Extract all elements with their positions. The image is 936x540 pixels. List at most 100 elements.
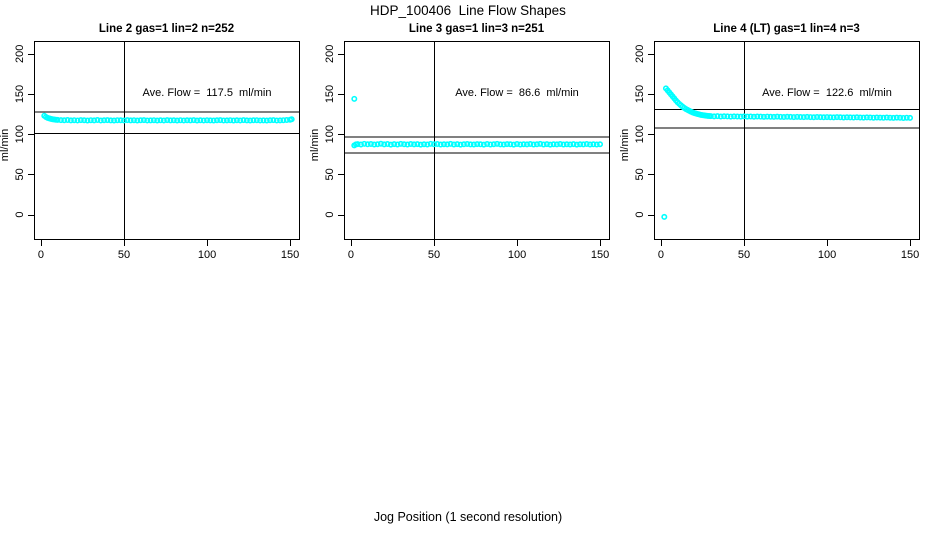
data-point xyxy=(164,117,171,124)
data-point xyxy=(727,113,734,120)
y-tick-label: 50 xyxy=(634,168,646,180)
panel-3-ave-flow-annotation: Ave. Flow = 122.6 ml/min xyxy=(762,87,892,99)
data-point xyxy=(150,117,157,124)
x-tick-label: 0 xyxy=(348,249,354,261)
data-point xyxy=(253,117,260,124)
data-point xyxy=(233,117,240,124)
data-point xyxy=(270,117,277,124)
data-point xyxy=(217,117,224,124)
data-point xyxy=(177,117,184,124)
data-point xyxy=(661,213,668,220)
y-tick-label: 200 xyxy=(634,45,646,63)
data-point xyxy=(74,117,81,124)
data-point xyxy=(847,114,854,121)
data-point xyxy=(890,114,897,121)
plot-box xyxy=(654,41,920,240)
data-point xyxy=(587,141,594,148)
x-axis-ticks: 0 50 100 150 xyxy=(658,240,919,261)
panel-3-plot: 0 50 100 150 0 50 100 150 200 ml/min xyxy=(619,41,920,261)
data-point xyxy=(263,117,270,124)
data-point xyxy=(737,113,744,120)
data-point xyxy=(711,113,718,120)
data-point xyxy=(764,113,771,120)
data-point xyxy=(260,117,267,124)
data-point xyxy=(487,141,494,148)
data-point xyxy=(593,141,600,148)
data-point xyxy=(237,117,244,124)
data-point xyxy=(257,117,264,124)
y-tick-label: 150 xyxy=(634,85,646,103)
data-point xyxy=(277,117,284,124)
data-point xyxy=(267,117,274,124)
data-point xyxy=(850,114,857,121)
data-point xyxy=(520,141,527,148)
data-point xyxy=(460,141,467,148)
data-point xyxy=(893,114,900,121)
y-axis-ticks: 0 50 100 150 200 xyxy=(634,45,654,218)
data-point xyxy=(860,114,867,121)
data-point xyxy=(411,141,418,148)
data-point xyxy=(877,114,884,121)
data-point xyxy=(570,141,577,148)
data-point xyxy=(543,141,550,148)
data-point xyxy=(87,117,94,124)
data-point xyxy=(117,117,124,124)
data-point xyxy=(820,114,827,121)
data-point xyxy=(394,141,401,148)
page-title: HDP_100406 Line Flow Shapes xyxy=(370,3,566,18)
data-point xyxy=(550,141,557,148)
data-point xyxy=(897,114,904,121)
data-point xyxy=(843,114,850,121)
data-point xyxy=(734,113,741,120)
data-point xyxy=(437,141,444,148)
x-tick-label: 100 xyxy=(508,249,526,261)
data-point xyxy=(507,141,514,148)
data-point xyxy=(537,140,544,147)
x-tick-label: 0 xyxy=(38,249,44,261)
data-point xyxy=(101,117,108,124)
x-tick-label: 50 xyxy=(738,249,750,261)
data-point xyxy=(377,140,384,147)
data-point xyxy=(833,114,840,121)
data-point xyxy=(450,141,457,148)
data-point xyxy=(577,141,584,148)
data-point xyxy=(444,141,451,148)
data-point xyxy=(247,117,254,124)
data-point xyxy=(384,141,391,148)
data-point xyxy=(67,117,74,124)
y-tick-label: 100 xyxy=(14,125,26,143)
y-tick-label: 100 xyxy=(324,125,336,143)
data-point xyxy=(84,117,91,124)
x-tick-label: 100 xyxy=(198,249,216,261)
data-point xyxy=(757,113,764,120)
data-point xyxy=(273,117,280,124)
data-point xyxy=(57,117,64,124)
data-point xyxy=(887,114,894,121)
data-point xyxy=(597,141,604,148)
data-point xyxy=(777,113,784,120)
data-point xyxy=(707,113,714,120)
data-point xyxy=(567,141,574,148)
data-point xyxy=(357,141,364,148)
data-point xyxy=(197,117,204,124)
data-point xyxy=(230,117,237,124)
data-point xyxy=(440,141,447,148)
data-point xyxy=(114,117,121,124)
data-point xyxy=(814,113,821,120)
data-point xyxy=(223,117,230,124)
data-point xyxy=(361,140,368,147)
data-point xyxy=(61,117,68,124)
data-point xyxy=(397,140,404,147)
data-point xyxy=(64,117,71,124)
data-point xyxy=(744,113,751,120)
data-point xyxy=(474,141,481,148)
y-axis-title: ml/min xyxy=(309,129,321,161)
data-point xyxy=(490,141,497,148)
data-point xyxy=(167,117,174,124)
data-point xyxy=(200,117,207,124)
data-point xyxy=(817,114,824,121)
data-point xyxy=(454,141,461,148)
data-point xyxy=(767,113,774,120)
y-tick-label: 0 xyxy=(324,211,336,217)
y-axis-ticks: 0 50 100 150 200 xyxy=(324,45,344,218)
